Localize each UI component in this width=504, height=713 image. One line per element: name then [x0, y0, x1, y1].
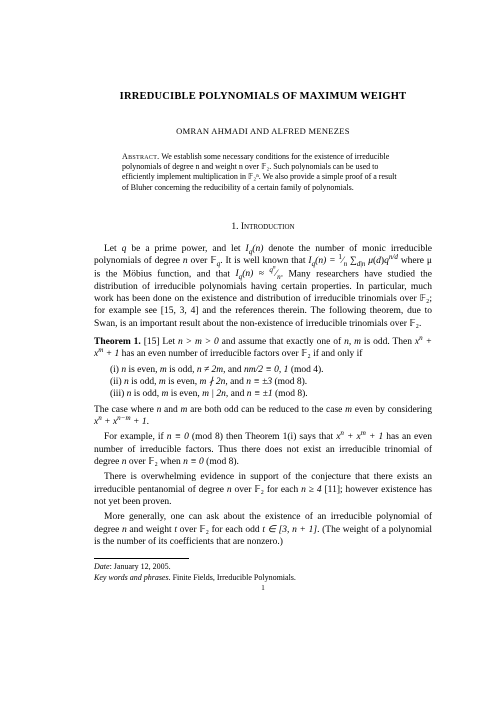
theorem: Theorem 1. [15] Let n > m > 0 and assume…	[94, 336, 432, 361]
text: Let	[104, 244, 122, 254]
text: and weight	[127, 525, 175, 535]
date-text: : January 12, 2005.	[110, 562, 171, 571]
abstract-label: Abstract.	[122, 152, 159, 161]
text: [15] Let	[141, 337, 178, 347]
math: m	[345, 405, 352, 415]
date-footnote: Date: January 12, 2005.	[94, 562, 432, 572]
text: , and	[223, 365, 244, 375]
text: even by considering	[352, 405, 432, 415]
text: are both odd can be reduced to the case	[187, 405, 345, 415]
keywords-footnote: Key words and phrases. Finite Fields, Ir…	[94, 573, 432, 583]
math: nm/2 ≡ 0, 1	[244, 365, 288, 375]
text: (mod 8) then Theorem 1(i) says that	[189, 432, 336, 442]
text: is even,	[126, 365, 160, 375]
math: n > m > 0	[178, 337, 219, 347]
math: 𝔽q	[210, 256, 220, 266]
math: m	[160, 365, 167, 375]
text: be a prime power, and let	[126, 244, 245, 254]
math-frac: 1⁄n ∑d|n μ(d)qn/d	[338, 256, 398, 266]
math: n ≠ 2m	[197, 365, 223, 375]
text: and	[161, 405, 180, 415]
text: is even,	[168, 389, 202, 399]
footnote-rule	[94, 558, 189, 559]
paragraph-3: For example, if n ≡ 0 (mod 8) then Theor…	[94, 431, 432, 468]
math: n ≡ 0	[183, 457, 204, 467]
math: m	[354, 337, 361, 347]
text: and assume that exactly one of	[219, 337, 344, 347]
math: t ∈ [3, n + 1]	[262, 525, 317, 535]
math-frac: qn⁄n	[269, 269, 280, 279]
math: Iq(n) =	[308, 256, 338, 266]
math: Iq(n)	[246, 244, 264, 254]
condition-2: (ii) n is odd, m is even, m ∤ 2n, and n …	[110, 376, 432, 388]
date-label: Date	[94, 562, 110, 571]
page: IRREDUCIBLE POLYNOMIALS OF MAXIMUM WEIGH…	[0, 0, 504, 614]
paragraph-2: The case where n and m are both odd can …	[94, 404, 432, 429]
text: is even,	[166, 377, 200, 387]
math: n ≥ 4	[301, 485, 322, 495]
text: . It is well known that	[220, 256, 308, 266]
text: over 𝔽₂ for each	[232, 485, 302, 495]
text: For example, if	[104, 432, 167, 442]
paragraph-4: There is overwhelming evidence in suppor…	[94, 471, 432, 508]
paragraph-5: More generally, one can ask about the ex…	[94, 511, 432, 548]
authors: OMRAN AHMADI AND ALFRED MENEZES	[94, 126, 432, 137]
text: (mod 8).	[204, 457, 239, 467]
math: xn + xm + 1	[336, 432, 383, 442]
text: is odd,	[167, 365, 197, 375]
text: is odd,	[129, 377, 159, 387]
math: Iq(n) ≈	[235, 269, 269, 279]
text: (mod 8).	[272, 377, 307, 387]
math: xn + xn−m + 1	[94, 417, 147, 427]
text: (mod 4).	[288, 365, 323, 375]
paragraph-1: Let q be a prime power, and let Iq(n) de…	[94, 243, 432, 330]
condition-3: (iii) n is odd, m is even, m | 2n, and n…	[110, 388, 432, 400]
section-name: Introduction	[239, 222, 295, 232]
text: has an even number of irreducible factor…	[119, 349, 362, 359]
text: over 𝔽₂ when	[126, 457, 183, 467]
text: , and	[225, 377, 246, 387]
section-heading: 1. Introduction	[94, 221, 432, 234]
math: m | 2n	[202, 389, 226, 399]
keywords-text: Finite Fields, Irreducible Polynomials.	[171, 573, 296, 582]
math: m ∤ 2n	[199, 377, 225, 387]
section-number: 1.	[231, 222, 238, 232]
keywords-label: Key words and phrases.	[94, 573, 171, 582]
condition-1: (i) n is even, m is odd, n ≠ 2m, and nm/…	[110, 364, 432, 376]
text: (i)	[110, 365, 121, 375]
abstract: Abstract. We establish some necessary co…	[94, 152, 432, 194]
math: m	[159, 377, 166, 387]
text: (iii)	[110, 389, 127, 399]
text: (ii)	[110, 377, 124, 387]
theorem-conditions: (i) n is even, m is odd, n ≠ 2m, and nm/…	[110, 364, 432, 401]
math: n	[344, 337, 349, 347]
math: n ≡ ±1	[247, 389, 273, 399]
text: over 𝔽₂ for each odd	[177, 525, 262, 535]
paper-title: IRREDUCIBLE POLYNOMIALS OF MAXIMUM WEIGH…	[94, 90, 432, 104]
text: is odd. Then	[361, 337, 415, 347]
text: over	[188, 256, 211, 266]
text: , and	[226, 389, 247, 399]
page-number: 1	[94, 584, 432, 593]
math: n ≡ ±3	[246, 377, 272, 387]
math: n ≡ 0	[167, 432, 189, 442]
text: (mod 8).	[273, 389, 308, 399]
text: is odd,	[131, 389, 161, 399]
abstract-text: We establish some necessary conditions f…	[122, 152, 397, 192]
